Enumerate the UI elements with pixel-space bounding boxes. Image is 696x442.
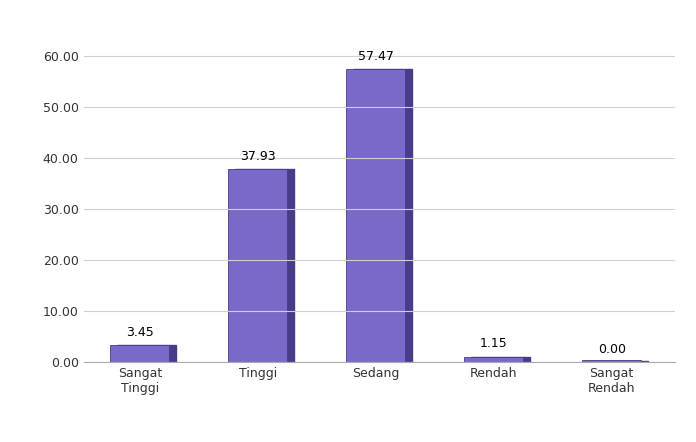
Text: 37.93: 37.93	[240, 150, 276, 163]
Bar	[590, 361, 648, 362]
Bar	[228, 169, 287, 362]
Text: 3.45: 3.45	[126, 326, 154, 339]
Bar	[471, 357, 530, 362]
Text: 57.47: 57.47	[358, 50, 394, 63]
Text: 1.15: 1.15	[480, 337, 507, 351]
Bar	[354, 69, 412, 362]
Text: 0.00: 0.00	[598, 343, 626, 356]
Bar	[582, 360, 641, 362]
Bar	[347, 69, 405, 362]
Bar	[118, 345, 177, 362]
Bar	[111, 345, 169, 362]
Bar	[235, 169, 294, 362]
Bar	[464, 357, 523, 362]
